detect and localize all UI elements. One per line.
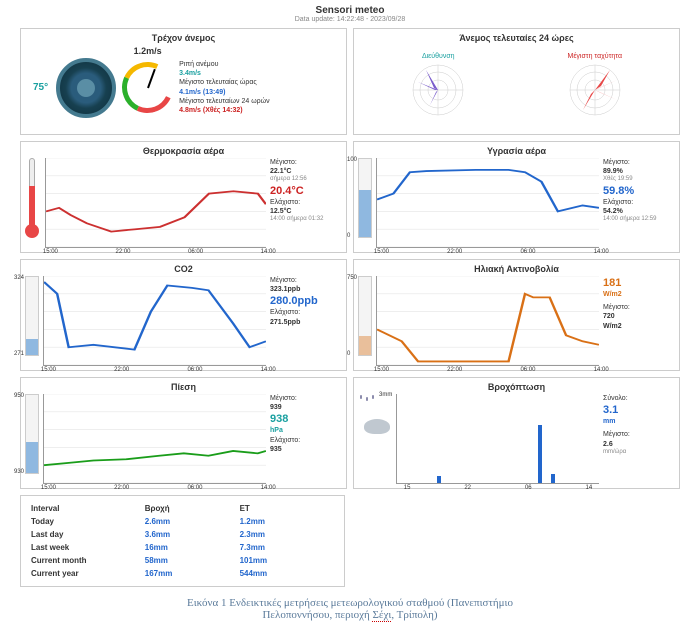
pressure-stats: Μέγιστο: 939 938 hPa Ελάχιστο: 935 xyxy=(270,394,342,484)
pressure-chart: 15:0022:0006:0014:00 xyxy=(43,394,266,484)
solar-scale-bar: 750 0 xyxy=(358,276,372,356)
rain-stats: Σύνολο: 3.1 mm Μέγιστο: 2.6 mm/ώρα xyxy=(603,394,675,484)
thermometer-icon xyxy=(25,158,39,238)
compass-icon xyxy=(56,58,116,118)
humidity-stats: Μέγιστο: 89.9% Χθές 19:59 59.8% Ελάχιστο… xyxy=(603,158,675,248)
rain-panel: Βροχόπτωση 3mm 15220614 Σύνολο: 3.1 mm Μ… xyxy=(353,377,680,489)
co2-stats: Μέγιστο: 323.1ppb 280.0ppb Ελάχιστο: 271… xyxy=(270,276,342,366)
wind-rose-direction: Διεύθυνση xyxy=(408,53,468,122)
temperature-panel: Θερμοκρασία αέρα 15:0022:0006:0014:00 Μέ… xyxy=(20,141,347,253)
wind-rose-icon xyxy=(565,60,625,120)
humidity-scale-bar: 100 0 xyxy=(358,158,372,238)
co2-chart: 15:0022:0006:0014:00 xyxy=(43,276,266,366)
wind-24h-panel: Άνεμος τελευταίες 24 ώρες Διεύθυνση Μέγι… xyxy=(353,28,680,135)
header: Sensori meteo Data update: 14:22:48 - 20… xyxy=(20,5,680,23)
panel-title: Άνεμος τελευταίες 24 ώρες xyxy=(358,33,675,43)
page: Sensori meteo Data update: 14:22:48 - 20… xyxy=(0,0,700,626)
wind-stats: Ριπή ανέμου 3.4m/s Μέγιστο τελευταίας ώρ… xyxy=(179,60,338,115)
solar-chart: 15:0022:0006:0014:00 xyxy=(376,276,599,366)
co2-panel: CO2 324 271 15:0022:0006:0014:00 Μέγιστο… xyxy=(20,259,347,371)
temperature-chart: 15:0022:0006:0014:00 xyxy=(45,158,266,248)
wind-direction-value: 75° xyxy=(33,82,48,93)
wind-rose-speed: Μέγιστη ταχύτητα xyxy=(565,53,625,122)
header-title: Sensori meteo xyxy=(20,5,680,16)
pressure-scale-bar: 950 930 xyxy=(25,394,39,474)
temperature-stats: Μέγιστο: 22.1°C σήμερα 12:56 20.4°C Ελάχ… xyxy=(270,158,342,248)
rain-chart: 3mm 15220614 xyxy=(396,394,599,484)
solar-stats: 181 W/m2 Μέγιστο: 720 W/m2 xyxy=(603,276,675,366)
dashboard-grid: Τρέχον άνεμος 75° 1.2m/s Ριπή ανέμου 3.4… xyxy=(20,28,680,489)
solar-panel: Ηλιακή Ακτινοβολία 750 0 15:0022:0006:00… xyxy=(353,259,680,371)
co2-scale-bar: 324 271 xyxy=(25,276,39,356)
header-subtitle: Data update: 14:22:48 - 2023/09/28 xyxy=(20,16,680,23)
panel-title: Τρέχον άνεμος xyxy=(25,33,342,43)
humidity-panel: Υγρασία αέρα 100 0 15:0022:0006:0014:00 … xyxy=(353,141,680,253)
speed-gauge: 1.2m/s xyxy=(120,60,175,115)
summary-table: IntervalΒροχήETToday2.6mm1.2mmLast day3.… xyxy=(20,495,345,587)
humidity-chart: 15:0022:0006:0014:00 xyxy=(376,158,599,248)
wind-rose-icon xyxy=(408,60,468,120)
pressure-panel: Πίεση 950 930 15:0022:0006:0014:00 Μέγισ… xyxy=(20,377,347,489)
rain-cloud-icon xyxy=(364,419,390,445)
figure-caption: Εικόνα 1 Ενδεικτικές μετρήσεις μετεωρολο… xyxy=(20,597,680,621)
wind-current-panel: Τρέχον άνεμος 75° 1.2m/s Ριπή ανέμου 3.4… xyxy=(20,28,347,135)
